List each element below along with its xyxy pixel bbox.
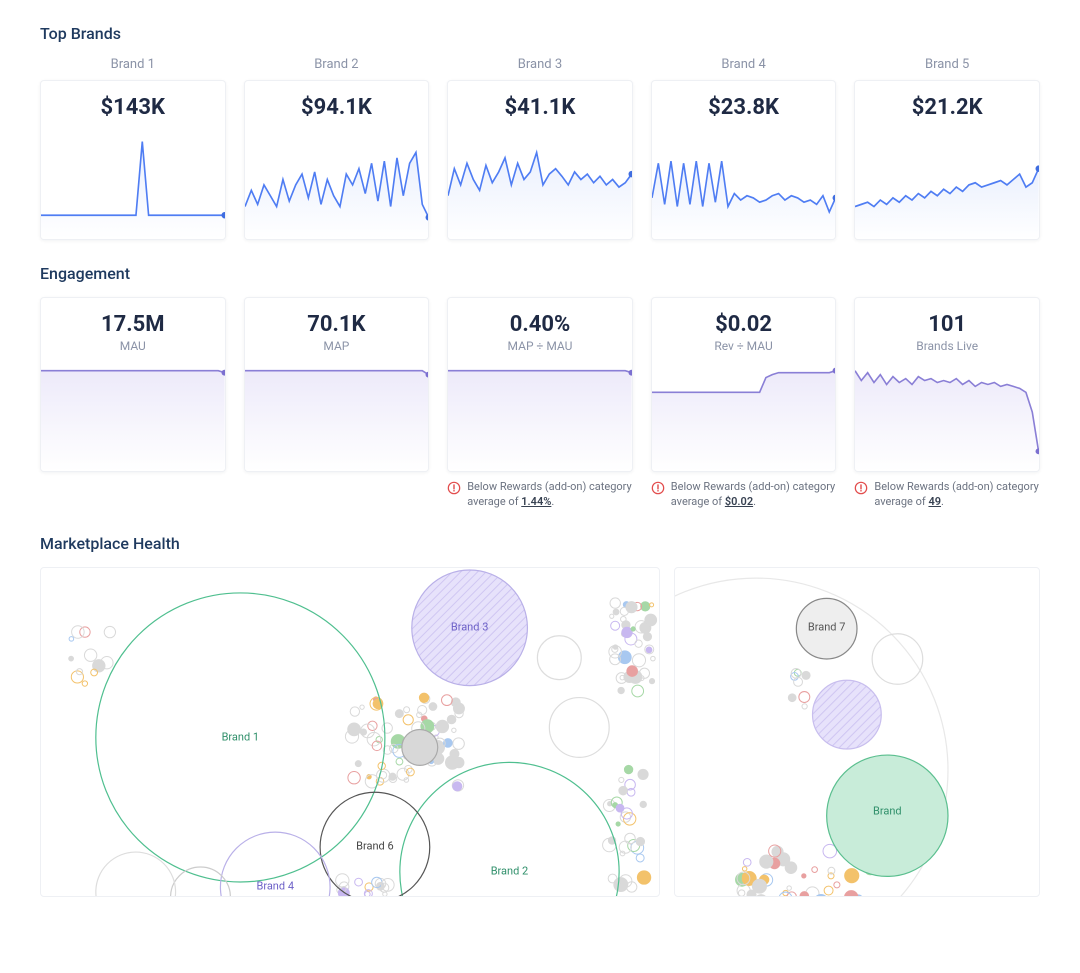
brand-sparkline: [41, 120, 225, 239]
brand-value: $23.8K: [652, 81, 836, 120]
brand-sparkline: [245, 120, 429, 239]
marketplace-row: Brand 1 Brand 3 Brand 2 Brand 6 Brand 4 Brand…: [40, 567, 1040, 897]
engagement-value: 17.5M: [41, 298, 225, 337]
marketplace-section: Marketplace Health Brand 1 Brand 3 Brand 2…: [40, 534, 1040, 897]
brand-sparkline: [855, 120, 1039, 239]
engagement-card[interactable]: $0.02 Rev ÷ MAU: [651, 297, 837, 472]
brand-col-label: Brand 4: [651, 57, 837, 72]
engagement-section: Engagement 17.5M MAU 70.1K MAP: [40, 264, 1040, 510]
engagement-column: $0.02 Rev ÷ MAU Below Rewards (add-on) c…: [651, 297, 837, 510]
brand-value: $41.1K: [448, 81, 632, 120]
engagement-sparkline: [652, 353, 836, 471]
engagement-row: 17.5M MAU 70.1K MAP: [40, 297, 1040, 510]
top-brands-row: Brand 1 $143K Brand 2 $94.1K: [40, 57, 1040, 240]
bubble-label: Brand: [873, 805, 902, 818]
engagement-sublabel: Rev ÷ MAU: [652, 339, 836, 353]
brand-card[interactable]: $21.2K: [854, 80, 1040, 240]
brand-value: $143K: [41, 81, 225, 120]
engagement-sparkline: [41, 353, 225, 471]
engagement-sublabel: Brands Live: [855, 339, 1039, 353]
engagement-sparkline: [855, 353, 1039, 471]
engagement-sparkline: [245, 353, 429, 471]
brand-col-label: Brand 1: [40, 57, 226, 72]
engagement-sublabel: MAP: [245, 339, 429, 353]
alert-icon: [651, 481, 665, 495]
warning-text: Below Rewards (add-on) category average …: [447, 480, 633, 510]
brand-card[interactable]: $143K: [40, 80, 226, 240]
brand-card[interactable]: $94.1K: [244, 80, 430, 240]
engagement-card[interactable]: 70.1K MAP: [244, 297, 430, 472]
bubble-label: Brand 4: [256, 879, 294, 892]
brand-value: $21.2K: [855, 81, 1039, 120]
engagement-sublabel: MAU: [41, 339, 225, 353]
brand-sparkline: [652, 120, 836, 239]
engagement-column: 70.1K MAP: [244, 297, 430, 510]
brand-column: Brand 1 $143K: [40, 57, 226, 240]
engagement-value: 101: [855, 298, 1039, 337]
brand-sparkline: [448, 120, 632, 239]
top-brands-section: Top Brands Brand 1 $143K Brand 2 $94.1K: [40, 24, 1040, 240]
engagement-card[interactable]: 101 Brands Live: [854, 297, 1040, 472]
engagement-card[interactable]: 17.5M MAU: [40, 297, 226, 472]
brand-column: Brand 5 $21.2K: [854, 57, 1040, 240]
brand-col-label: Brand 3: [447, 57, 633, 72]
brand-col-label: Brand 5: [854, 57, 1040, 72]
engagement-sublabel: MAP ÷ MAU: [448, 339, 632, 353]
engagement-card[interactable]: 0.40% MAP ÷ MAU: [447, 297, 633, 472]
engagement-column: 17.5M MAU: [40, 297, 226, 510]
alert-icon: [447, 481, 461, 495]
engagement-title: Engagement: [40, 264, 1040, 283]
brand-card[interactable]: $41.1K: [447, 80, 633, 240]
engagement-sparkline: [448, 353, 632, 471]
marketplace-panel[interactable]: Brand 1Brand 3Brand 2Brand 6Brand 4Brand…: [40, 567, 660, 897]
brand-column: Brand 2 $94.1K: [244, 57, 430, 240]
brand-column: Brand 4 $23.8K: [651, 57, 837, 240]
engagement-column: 0.40% MAP ÷ MAU Below Rewards (add-on) c…: [447, 297, 633, 510]
engagement-value: $0.02: [652, 298, 836, 337]
brand-value: $94.1K: [245, 81, 429, 120]
engagement-value: 0.40%: [448, 298, 632, 337]
bubble-label: Brand 1: [222, 730, 260, 743]
bubble-label: Brand 2: [491, 864, 529, 877]
engagement-value: 70.1K: [245, 298, 429, 337]
top-brands-title: Top Brands: [40, 24, 1040, 43]
alert-icon: [854, 481, 868, 495]
bubble-label: Brand 3: [451, 621, 489, 634]
brand-col-label: Brand 2: [244, 57, 430, 72]
bubble-label: Brand 6: [356, 839, 394, 852]
warning-text: Below Rewards (add-on) category average …: [854, 480, 1040, 510]
brand-card[interactable]: $23.8K: [651, 80, 837, 240]
warning-text: Below Rewards (add-on) category average …: [651, 480, 837, 510]
marketplace-title: Marketplace Health: [40, 534, 1040, 553]
bubble-label: Brand 7: [808, 621, 846, 634]
marketplace-panel[interactable]: Brand 7 Brand: [674, 567, 1040, 897]
engagement-column: 101 Brands Live Below Rewards (add-on) c…: [854, 297, 1040, 510]
brand-column: Brand 3 $41.1K: [447, 57, 633, 240]
